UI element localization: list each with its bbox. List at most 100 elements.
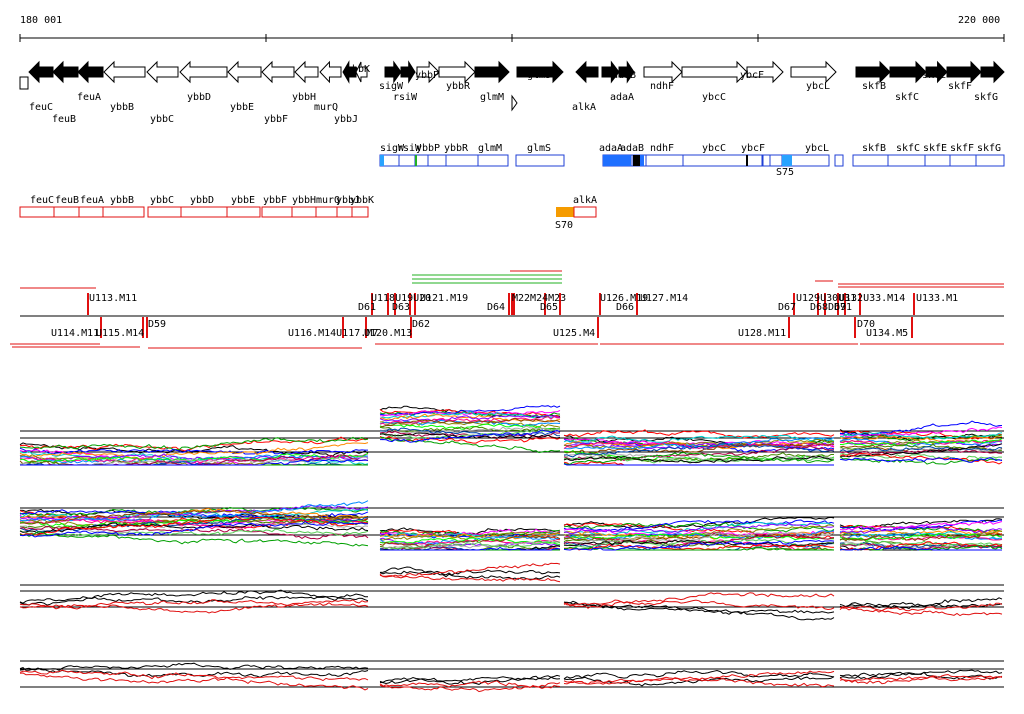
expression-trace	[839, 529, 1003, 538]
expression-trace	[379, 527, 560, 536]
gene-arrow-skfE	[925, 60, 948, 84]
blue-label-adaA: adaA	[599, 143, 623, 154]
gene-label-adaB: adaB	[612, 70, 636, 81]
blue-label-skfE: skfE	[923, 143, 947, 154]
expression-trace	[379, 410, 561, 417]
gene-label-ybcF: ybcF	[740, 70, 764, 81]
blue-filled-segment	[640, 155, 644, 166]
ruler-start-label: 180 001	[20, 15, 62, 26]
feature-label-upper: D67	[778, 302, 796, 313]
gene-arrow-feuA	[77, 60, 104, 84]
red-transcript-box	[573, 206, 597, 218]
gene-arrow-ybbK	[355, 61, 368, 83]
expression-trace	[563, 434, 835, 443]
gene-labels: feuC feuB feuA ybbB ybbC ybbD ybbE ybbF …	[29, 64, 998, 125]
expression-trace	[19, 453, 369, 464]
gene-arrow-murQ	[319, 60, 342, 84]
gene-label-ybcC: ybcC	[702, 92, 726, 103]
expression-trace	[379, 534, 561, 547]
expression-trace	[379, 427, 561, 440]
feature-label-lower: U115.M14	[96, 328, 144, 339]
feature-label-upper: D68D69	[810, 302, 846, 313]
feature-label-lower: U134.M5	[866, 328, 908, 339]
gene-arrow-ndhF	[643, 60, 683, 84]
expression-trace	[839, 524, 1003, 534]
red-label-feuA: feuA	[80, 195, 104, 206]
expression-panel-multi-lower	[19, 500, 1004, 551]
expression-trace	[563, 532, 835, 541]
gene-arrow-skfG	[980, 60, 1005, 84]
expression-trace	[379, 410, 561, 418]
feature-label-upper: D63	[392, 302, 410, 313]
expression-trace	[19, 447, 368, 456]
expression-trace	[563, 429, 835, 439]
blue-label-adaB: adaB	[620, 143, 644, 154]
red-label-ybbJ: ybbJ	[336, 195, 360, 206]
feature-label-lower: U128.M11	[738, 328, 786, 339]
feature-label-upper: U121.M19	[420, 293, 468, 304]
expression-trace	[19, 599, 369, 614]
blue-label-ybbP: ybbP	[416, 143, 440, 154]
feature-label-upper: D61	[358, 302, 376, 313]
expression-trace	[839, 533, 1003, 542]
expression-trace	[563, 531, 835, 542]
blue-transcript-box	[515, 154, 565, 167]
gene-label-ndhF: ndhF	[650, 81, 674, 92]
expression-trace	[19, 589, 368, 606]
gene-arrow-skfC	[889, 60, 927, 84]
gene-arrow-ybcC	[681, 60, 748, 84]
gene-arrow-ybbE	[227, 60, 262, 84]
expression-trace	[380, 546, 561, 551]
expression-trace	[839, 531, 1003, 540]
expression-trace	[19, 442, 369, 460]
expression-trace	[563, 442, 835, 458]
expression-panel-multi-upper	[19, 405, 1004, 466]
expression-trace	[563, 539, 835, 551]
gene-label-glmS: glmS	[527, 70, 551, 81]
feature-label-lower: U116.M14U117.M7	[288, 328, 378, 339]
expression-trace	[839, 541, 1003, 551]
blue-label-glmS: glmS	[527, 143, 551, 154]
blue-label-skfB: skfB	[862, 143, 886, 154]
gene-arrow-ybbF	[261, 60, 295, 84]
expression-trace	[839, 447, 1003, 454]
expression-trace	[19, 528, 369, 538]
expression-trace	[379, 436, 561, 454]
feature-label-upper: U129U30U31	[796, 293, 856, 304]
red-label-ybbC: ybbC	[150, 195, 174, 206]
gene-arrow-ybbD	[179, 60, 228, 84]
gene-end-box	[19, 76, 29, 90]
gene-label-ybbP: ybbP	[415, 70, 439, 81]
gene-label-sigW: sigW	[379, 81, 404, 92]
expression-trace	[839, 597, 1003, 610]
gene-label-ybbF: ybbF	[264, 114, 288, 125]
expression-trace	[563, 455, 834, 464]
gene-label-ybbB: ybbB	[110, 102, 134, 113]
expression-trace	[563, 516, 835, 529]
expression-trace	[563, 599, 835, 611]
expression-trace	[19, 521, 369, 538]
expression-trace	[839, 420, 1003, 437]
gene-label-feuA: feuA	[77, 92, 101, 103]
expression-trace	[19, 452, 369, 464]
black-tick	[746, 155, 748, 166]
small-arrow-marker	[511, 94, 518, 112]
blue-filled-segment	[603, 155, 631, 166]
gene-arrows-track	[19, 60, 1005, 112]
expression-trace	[563, 546, 834, 551]
ruler-end-label: 220 000	[958, 15, 1000, 26]
expression-trace	[19, 599, 369, 610]
feature-label-upper: U118U19U20	[371, 293, 431, 304]
blue-segment-label: S75	[776, 167, 794, 178]
blue-label-sigW: sigW	[380, 143, 405, 154]
light-blue-segment	[782, 155, 792, 166]
expression-trace	[563, 592, 835, 609]
expression-trace	[839, 446, 1003, 452]
expression-trace	[839, 432, 1003, 441]
blue-label-rsiW: rsiW	[397, 143, 422, 154]
feature-labels-lower: U114.M11 U115.M14 D59 U116.M14U117.M7 U1…	[51, 319, 908, 339]
gene-label-skfG: skfG	[974, 92, 998, 103]
gene-arrow-ybbB	[103, 60, 146, 84]
coordinate-ruler: 180 001 220 000	[19, 15, 1005, 42]
